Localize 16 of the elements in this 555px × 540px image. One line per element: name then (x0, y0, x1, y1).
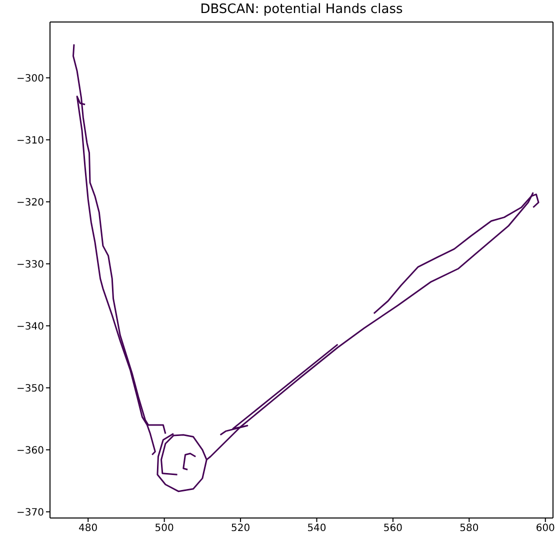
x-tick-label: 560 (383, 523, 402, 534)
y-tick-label: −330 (16, 259, 44, 270)
x-tick-label: 580 (460, 523, 479, 534)
y-tick-label: −370 (16, 507, 44, 518)
y-tick-label: −340 (16, 321, 44, 332)
y-tick-label: −320 (16, 197, 44, 208)
y-tick-label: −300 (16, 73, 44, 84)
x-tick-label: 500 (154, 523, 174, 534)
x-tick-label: 480 (78, 523, 98, 534)
y-tick-label: −350 (16, 383, 44, 394)
x-tick-label: 600 (536, 523, 555, 534)
x-tick-label: 540 (307, 523, 326, 534)
chart-title: DBSCAN: potential Hands class (199, 2, 404, 17)
x-tick-label: 520 (230, 523, 250, 534)
y-tick-label: −360 (16, 445, 44, 456)
y-tick-label: −310 (16, 135, 44, 146)
